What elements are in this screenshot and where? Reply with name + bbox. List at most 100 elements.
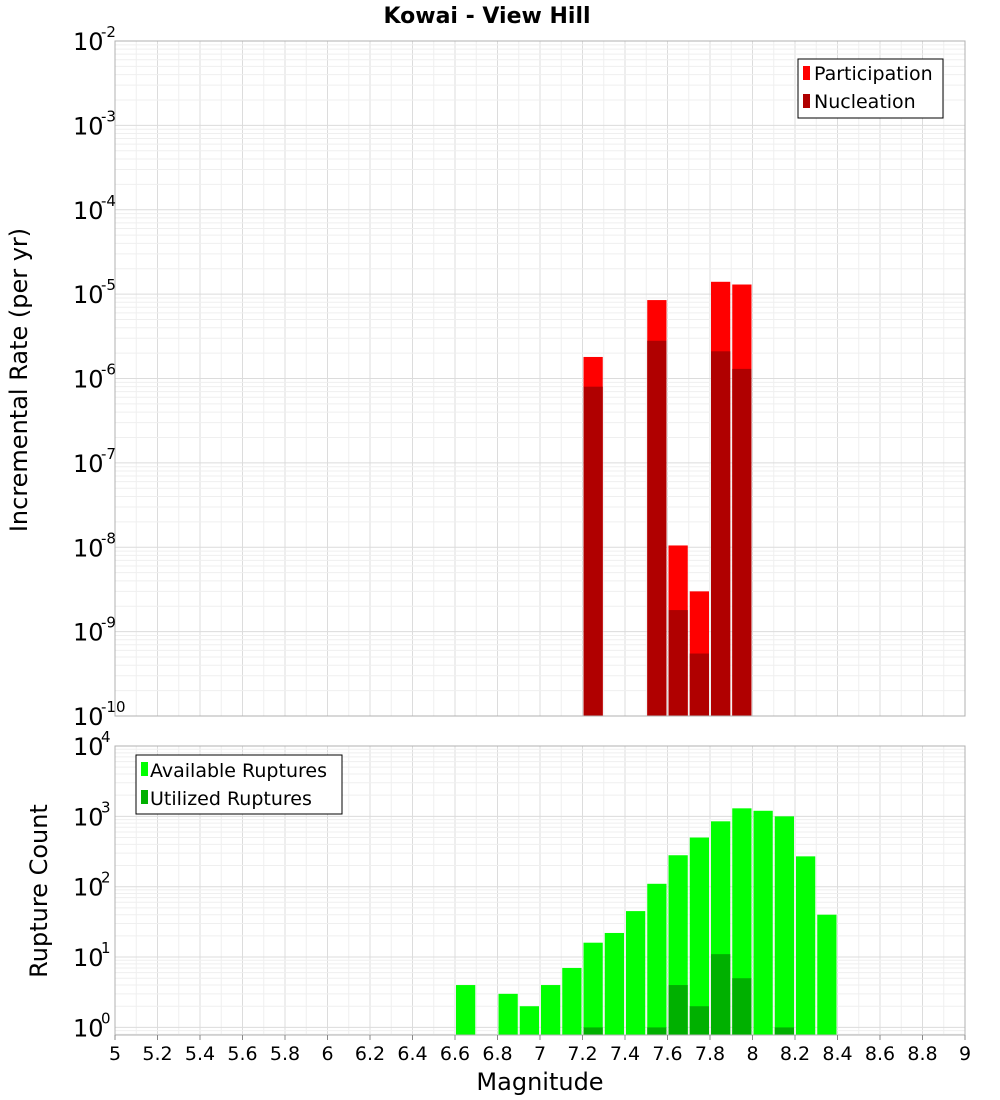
count-legend: Available Ruptures Utilized Ruptures [135,754,343,815]
legend-swatch-utilized [141,790,148,804]
count-y-tick-label: 10 [73,733,104,761]
legend-label-participation: Participation [814,63,933,85]
x-tick-label: 6.6 [440,1043,470,1065]
legend-swatch-nucleation [803,94,810,108]
legend-swatch-participation [803,66,810,80]
x-tick-label: 5.6 [227,1043,257,1065]
x-tick-label: 9 [959,1043,971,1065]
count-bar-utilized-ruptures [583,1027,603,1035]
count-bar-available-ruptures [753,810,773,1035]
count-x-ticks: 5 5.2 5.4 5.6 5.8 6 6.2 6.4 6.6 6.8 7 7.2 7.4 7.6 7.8 8… [109,1035,971,1065]
rate-y-tick-exponent: -10 [101,698,126,716]
rate-legend: Participation Nucleation [797,58,944,119]
rate-legend-box [797,58,944,119]
rate-y-tick-exponent: -5 [101,276,116,294]
rate-bars [583,281,752,716]
legend-label-available: Available Ruptures [150,760,327,782]
rate-y-tick-exponent: -9 [101,614,116,632]
rate-y-tick-label: 10 [73,534,104,562]
count-bar-available-ruptures [689,837,709,1035]
rate-bar-nucleation [689,653,709,716]
x-tick-label: 8 [746,1043,758,1065]
rate-y-tick-exponent: -7 [101,445,116,463]
x-tick-label: 5 [109,1043,121,1065]
count-bar-available-ruptures [604,932,624,1035]
x-tick-label: 5.8 [270,1043,300,1065]
rate-panel: 10-210-310-410-510-610-710-810-910-10 In… [5,23,966,731]
count-y-tick-exponent: 4 [101,728,111,746]
rate-bar-nucleation [711,351,731,716]
count-bar-utilized-ruptures [711,954,731,1035]
rate-y-tick-exponent: -3 [101,107,116,125]
x-tick-label: 7.6 [652,1043,682,1065]
chart-title: Kowai - View Hill [383,4,590,29]
count-bar-available-ruptures [583,942,603,1035]
count-legend-box [135,754,343,815]
count-y-tick-label: 10 [73,803,104,831]
rate-plot-border [114,40,966,717]
rate-bar-nucleation [732,368,752,716]
rate-y-tick-label: 10 [73,450,104,478]
x-axis-label: Magnitude [476,1068,603,1096]
count-bar-available-ruptures [456,985,476,1035]
rate-y-tick-label: 10 [73,28,104,56]
count-y-tick-exponent: 3 [101,798,111,816]
count-bar-available-ruptures [562,967,582,1035]
x-tick-label: 6 [321,1043,333,1065]
count-bar-available-ruptures [647,883,667,1035]
rate-y-axis-label: Incremental Rate (per yr) [5,228,33,532]
count-bar-utilized-ruptures [668,985,688,1035]
count-y-tick-exponent: 1 [101,939,111,957]
legend-swatch-available [141,762,148,776]
rate-y-tick-label: 10 [73,366,104,394]
x-tick-label: 7.2 [567,1043,597,1065]
rate-y-tick-label: 10 [73,619,104,647]
count-y-tick-exponent: 0 [101,1009,111,1027]
count-y-tick-label: 10 [73,1014,104,1042]
count-y-tick-label: 10 [73,944,104,972]
count-bar-available-ruptures [519,1006,539,1035]
count-y-tick-exponent: 2 [101,869,111,887]
count-bar-utilized-ruptures [647,1027,667,1035]
rate-bar-nucleation [668,610,688,716]
rate-y-tick-label: 10 [73,281,104,309]
rate-y-ticks: 10-210-310-410-510-610-710-810-910-10 [73,23,126,731]
rate-y-tick-label: 10 [73,112,104,140]
legend-label-nucleation: Nucleation [814,91,916,113]
x-tick-label: 6.8 [482,1043,512,1065]
x-tick-label: 8.4 [822,1043,852,1065]
x-tick-label: 5.2 [142,1043,172,1065]
x-tick-label: 6.4 [397,1043,427,1065]
count-y-axis-label: Rupture Count [25,804,53,978]
count-bar-available-ruptures [774,816,794,1035]
x-tick-label: 8.2 [780,1043,810,1065]
count-bar-available-ruptures [817,914,837,1035]
x-tick-label: 8.6 [865,1043,895,1065]
rate-bar-nucleation [583,386,603,716]
rate-y-tick-label: 10 [73,703,104,731]
count-y-tick-label: 10 [73,874,104,902]
count-bar-available-ruptures [541,985,561,1035]
legend-label-utilized: Utilized Ruptures [150,788,312,810]
count-bar-utilized-ruptures [689,1006,709,1035]
rate-y-tick-label: 10 [73,197,104,225]
count-bar-utilized-ruptures [774,1027,794,1035]
rate-y-tick-exponent: -6 [101,361,116,379]
rate-gridlines [114,41,966,717]
x-tick-label: 6.2 [355,1043,385,1065]
count-bar-available-ruptures [498,993,518,1035]
x-tick-label: 8.8 [907,1043,937,1065]
x-tick-label: 5.4 [185,1043,215,1065]
rate-bar-nucleation [647,340,667,716]
count-bars [456,808,837,1035]
x-tick-label: 7 [534,1043,546,1065]
count-bar-available-ruptures [796,856,816,1035]
count-bar-available-ruptures [626,911,646,1035]
x-tick-label: 7.8 [695,1043,725,1065]
x-tick-label: 7.4 [610,1043,640,1065]
rate-y-tick-exponent: -8 [101,529,116,547]
rate-y-tick-exponent: -2 [101,23,116,41]
